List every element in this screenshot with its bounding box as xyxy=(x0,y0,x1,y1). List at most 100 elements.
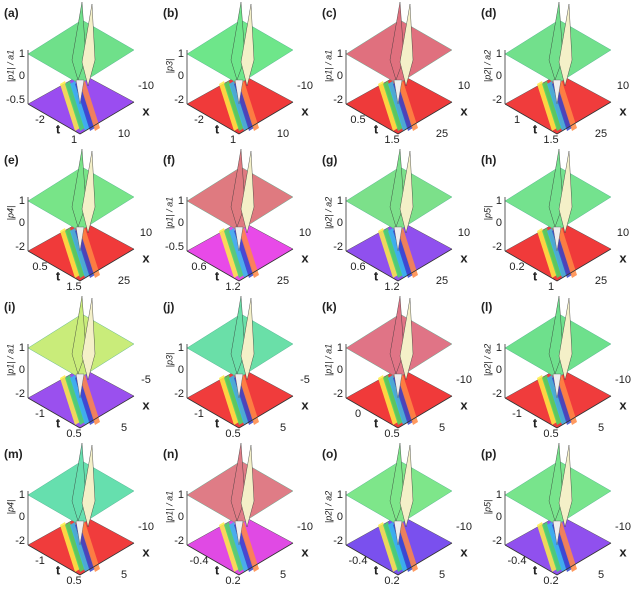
x-axis-label: x xyxy=(301,250,309,265)
t-tick-label: 1.2 xyxy=(384,281,399,293)
x-axis xyxy=(238,101,294,135)
t-tick-label: 0.5 xyxy=(543,428,558,440)
x-axis-label: x xyxy=(301,397,309,412)
x-axis-label: x xyxy=(460,250,468,265)
contour-stripe xyxy=(542,375,562,425)
surface-dip xyxy=(393,226,403,252)
t-tick-label: 0.2 xyxy=(225,575,240,587)
t-tick-label: -2 xyxy=(35,114,45,126)
t-tick-label: 1.5 xyxy=(384,134,399,146)
surface-dip xyxy=(75,373,85,399)
contour-stripe xyxy=(388,228,408,278)
contour-stripe xyxy=(60,228,80,278)
contour-stripe xyxy=(542,522,562,572)
panel-label: (m) xyxy=(4,447,23,461)
x-tick-label: -10 xyxy=(138,80,154,92)
t-tick-label: 0.5 xyxy=(32,261,47,273)
x-axis xyxy=(79,395,135,429)
contour-stripe xyxy=(378,228,398,278)
contour-stripe xyxy=(65,81,85,131)
contour-stripe xyxy=(60,375,80,425)
panel-label: (f) xyxy=(163,153,175,167)
contour-stripe xyxy=(224,81,244,131)
z-tick-label: 0 xyxy=(496,217,502,229)
panel-label: (j) xyxy=(163,300,174,314)
x-axis-label: x xyxy=(619,397,627,412)
contour-stripe xyxy=(537,375,557,425)
z-tick-label: -2 xyxy=(174,388,184,400)
contour-stripe xyxy=(80,228,100,278)
surface-peak xyxy=(240,3,255,87)
t-tick-label: 0.5 xyxy=(225,428,240,440)
t-axis xyxy=(504,103,558,135)
contour-stripe xyxy=(65,228,85,278)
contour-stripe xyxy=(224,228,244,278)
contour-stripe xyxy=(398,375,418,425)
z-axis-label: |p4| xyxy=(5,206,15,221)
contour-stripe xyxy=(70,375,90,425)
z-tick-label: 0 xyxy=(337,511,343,523)
surface-dip xyxy=(552,79,562,105)
panel-label: (l) xyxy=(481,300,492,314)
x-axis xyxy=(556,395,612,429)
t-axis xyxy=(345,397,399,429)
panel-label: (n) xyxy=(163,447,178,461)
surface-peak xyxy=(81,3,96,87)
contour-stripe xyxy=(557,522,577,572)
z-axis-label: |p2| / a2 xyxy=(323,491,333,523)
contour-stripe xyxy=(542,81,562,131)
z-tick-label: -0.5 xyxy=(6,94,25,106)
z-tick-label: -2 xyxy=(174,535,184,547)
surface-dip xyxy=(234,373,244,399)
t-axis-label: t xyxy=(533,121,538,136)
z-tick-label: -2 xyxy=(333,94,343,106)
surface-peak xyxy=(558,297,573,381)
x-tick-label: 10 xyxy=(458,227,470,239)
t-axis-label: t xyxy=(215,121,220,136)
t-tick-label: 1 xyxy=(514,114,520,126)
panel: (k) |p1| / a1 1 0 -2 0 0.5 -10 5 t x xyxy=(322,295,472,440)
surface-dip xyxy=(234,226,244,252)
z-tick-label: 1 xyxy=(19,195,25,207)
x-axis-label: x xyxy=(460,397,468,412)
x-axis-label: x xyxy=(142,397,150,412)
t-axis-label: t xyxy=(533,268,538,283)
x-tick-label: -10 xyxy=(456,374,472,386)
z-tick-label: -2 xyxy=(333,241,343,253)
t-tick-label: 0.6 xyxy=(350,261,365,273)
contour-stripe xyxy=(378,81,398,131)
x-tick-label: 25 xyxy=(595,275,607,287)
t-axis-label: t xyxy=(374,121,379,136)
contour-stripe xyxy=(229,522,249,572)
x-tick-label: 10 xyxy=(277,128,289,140)
x-tick-label: 5 xyxy=(439,569,445,581)
z-axis-label: |p1| / a1 xyxy=(5,344,15,376)
contour-stripe xyxy=(537,228,557,278)
t-tick-label: -1 xyxy=(35,555,45,567)
t-tick-label: 1.5 xyxy=(66,281,81,293)
z-tick-label: -2 xyxy=(333,388,343,400)
z-axis-label: |p1| / a1 xyxy=(164,197,174,229)
x-axis xyxy=(556,248,612,282)
x-axis xyxy=(238,395,294,429)
panel-label: (h) xyxy=(481,153,496,167)
t-tick-label: 1.5 xyxy=(543,134,558,146)
t-axis xyxy=(186,397,240,429)
z-tick-label: -2 xyxy=(15,388,25,400)
z-tick-label: 0 xyxy=(19,511,25,523)
surface-peak xyxy=(399,3,414,87)
x-tick-label: -10 xyxy=(297,80,313,92)
z-axis-label: |p3| xyxy=(164,59,174,74)
contour-stripe xyxy=(239,81,259,131)
x-axis xyxy=(397,395,453,429)
t-tick-label: 0.6 xyxy=(191,261,206,273)
surface-dip xyxy=(552,373,562,399)
t-tick-label: -0.4 xyxy=(508,555,527,567)
x-tick-label: -10 xyxy=(615,521,631,533)
x-tick-label: 10 xyxy=(140,227,152,239)
t-tick-label: -1 xyxy=(35,408,45,420)
x-tick-label: 5 xyxy=(280,422,286,434)
